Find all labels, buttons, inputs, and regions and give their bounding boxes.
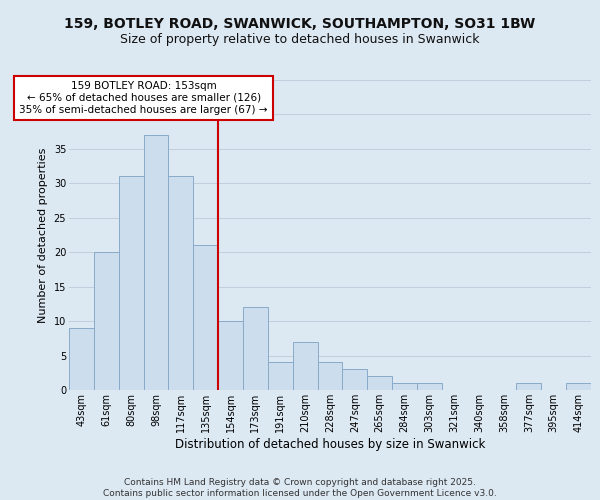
Bar xyxy=(69,328,94,390)
Bar xyxy=(367,376,392,390)
Bar xyxy=(343,370,367,390)
Bar xyxy=(119,176,143,390)
Bar xyxy=(193,246,218,390)
Text: Size of property relative to detached houses in Swanwick: Size of property relative to detached ho… xyxy=(120,32,480,46)
Bar xyxy=(169,176,193,390)
Bar xyxy=(417,383,442,390)
Bar xyxy=(517,383,541,390)
Bar xyxy=(243,308,268,390)
Bar xyxy=(566,383,591,390)
Text: 159, BOTLEY ROAD, SWANWICK, SOUTHAMPTON, SO31 1BW: 159, BOTLEY ROAD, SWANWICK, SOUTHAMPTON,… xyxy=(64,18,536,32)
Bar xyxy=(218,321,243,390)
Bar xyxy=(268,362,293,390)
Text: 159 BOTLEY ROAD: 153sqm
← 65% of detached houses are smaller (126)
35% of semi-d: 159 BOTLEY ROAD: 153sqm ← 65% of detache… xyxy=(19,82,268,114)
Bar xyxy=(392,383,417,390)
Bar xyxy=(143,135,169,390)
Bar xyxy=(317,362,343,390)
Y-axis label: Number of detached properties: Number of detached properties xyxy=(38,148,48,322)
Text: Contains HM Land Registry data © Crown copyright and database right 2025.
Contai: Contains HM Land Registry data © Crown c… xyxy=(103,478,497,498)
Bar xyxy=(293,342,317,390)
Bar xyxy=(94,252,119,390)
X-axis label: Distribution of detached houses by size in Swanwick: Distribution of detached houses by size … xyxy=(175,438,485,450)
